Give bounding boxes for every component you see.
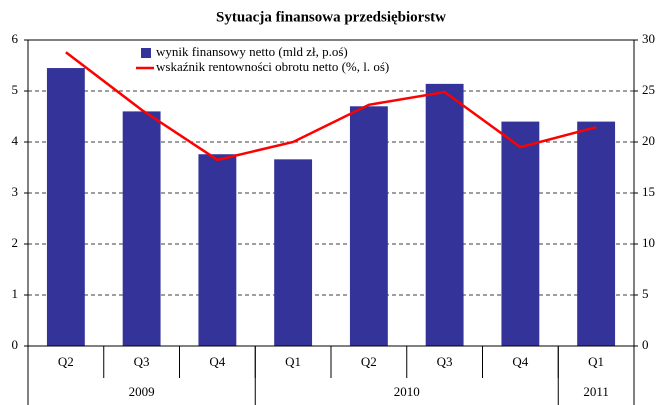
y-tick-label: 5 xyxy=(12,82,19,97)
bar xyxy=(122,111,161,347)
bar xyxy=(577,121,616,346)
x-tick-label: Q3 xyxy=(437,354,453,369)
y2-tick-label: 15 xyxy=(642,184,655,199)
year-label: 2009 xyxy=(129,384,155,399)
y2-tick-label: 10 xyxy=(642,235,655,250)
legend-swatch xyxy=(141,48,151,58)
y2-tick-label: 30 xyxy=(642,31,655,46)
y-tick-label: 2 xyxy=(12,235,19,250)
chart-title: Sytuacja finansowa przedsiębiorstw xyxy=(216,9,446,25)
legend-label: wynik finansowy netto (mld zł, p.oś) xyxy=(156,44,348,59)
x-tick-label: Q3 xyxy=(134,354,150,369)
y2-tick-label: 0 xyxy=(642,337,649,352)
bar xyxy=(198,154,237,346)
legend-box xyxy=(138,44,368,76)
y2-tick-label: 20 xyxy=(642,133,655,148)
x-tick-label: Q1 xyxy=(588,354,604,369)
y-tick-label: 1 xyxy=(12,286,19,301)
bar xyxy=(425,83,464,347)
bar xyxy=(274,159,313,346)
year-label: 2010 xyxy=(394,384,420,399)
year-label: 2011 xyxy=(583,384,609,399)
x-tick-label: Q4 xyxy=(512,354,528,369)
y-tick-label: 4 xyxy=(12,133,19,148)
y-tick-label: 6 xyxy=(12,31,19,46)
y-tick-label: 0 xyxy=(12,337,19,352)
y2-tick-label: 25 xyxy=(642,82,655,97)
legend-label: wskaźnik rentowności obrotu netto (%, l.… xyxy=(156,59,389,74)
x-tick-label: Q4 xyxy=(209,354,225,369)
x-tick-label: Q1 xyxy=(285,354,301,369)
bar xyxy=(501,121,540,346)
bar xyxy=(46,68,85,347)
bar xyxy=(349,106,388,346)
line xyxy=(65,51,597,162)
x-tick-label: Q2 xyxy=(361,354,377,369)
y2-tick-label: 5 xyxy=(642,286,649,301)
y-tick-label: 3 xyxy=(12,184,19,199)
x-tick-label: Q2 xyxy=(58,354,74,369)
